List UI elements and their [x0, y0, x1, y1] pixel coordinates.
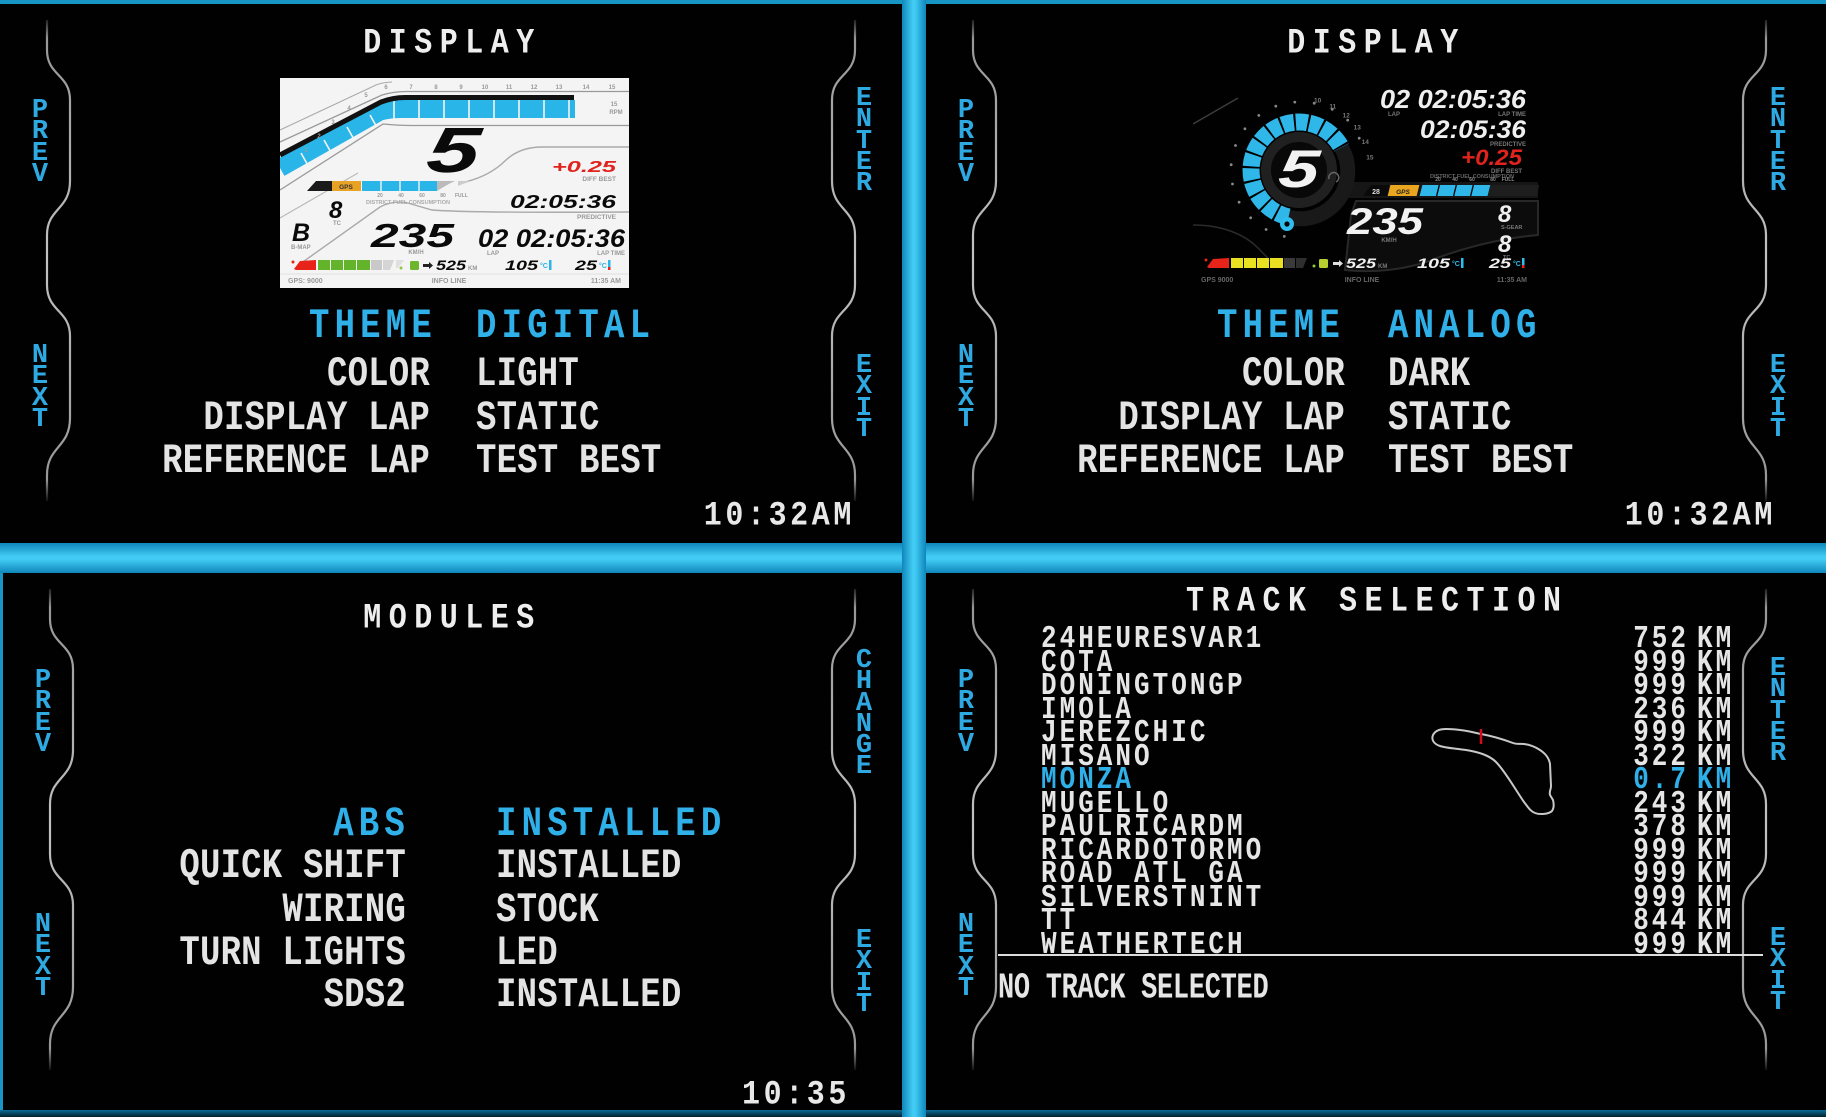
svg-text:2: 2: [317, 134, 321, 140]
svg-text:B-MAP: B-MAP: [291, 245, 311, 251]
svg-text:525: 525: [436, 257, 466, 273]
svg-text:02 02:05:36: 02 02:05:36: [478, 225, 626, 253]
svg-text:40: 40: [1452, 177, 1458, 183]
svg-text:5: 5: [364, 93, 368, 99]
svg-text:525: 525: [1346, 255, 1376, 271]
svg-text:40: 40: [398, 193, 404, 199]
svg-text:°C: °C: [1513, 260, 1521, 268]
svg-text:11: 11: [1329, 103, 1336, 110]
svg-text:KM: KM: [468, 266, 477, 272]
svg-text:INFO LINE: INFO LINE: [1345, 277, 1380, 284]
svg-text:11: 11: [506, 85, 513, 91]
svg-text:RPM: RPM: [609, 110, 622, 116]
svg-text:8: 8: [329, 197, 343, 224]
svg-text:GPS: GPS: [339, 184, 353, 191]
svg-text:10: 10: [482, 85, 489, 91]
svg-text:8: 8: [434, 85, 438, 91]
svg-text:INFO LINE: INFO LINE: [432, 278, 467, 285]
svg-text:PREDICTIVE: PREDICTIVE: [1490, 142, 1526, 148]
svg-text:4: 4: [347, 106, 351, 112]
svg-text:80: 80: [440, 193, 446, 199]
svg-text:6: 6: [384, 85, 388, 91]
svg-text:8: 8: [1498, 231, 1512, 258]
svg-text:DIFF BEST: DIFF BEST: [582, 176, 616, 183]
svg-text:105: 105: [1417, 255, 1450, 271]
svg-text:DISTRICT FUEL CONSUMPTION: DISTRICT FUEL CONSUMPTION: [1430, 174, 1514, 180]
svg-text:11:35 AM: 11:35 AM: [591, 278, 621, 285]
svg-text:S-GEAR: S-GEAR: [1501, 225, 1522, 231]
svg-text:02:05:36: 02:05:36: [1420, 116, 1527, 144]
svg-text:GPS: GPS: [1396, 189, 1410, 196]
svg-text:LAP: LAP: [487, 251, 499, 257]
svg-text:LAP TIME: LAP TIME: [1498, 112, 1526, 118]
svg-text:3: 3: [331, 120, 335, 126]
svg-text:FULL: FULL: [1502, 177, 1515, 183]
svg-text:02 02:05:36: 02 02:05:36: [1380, 85, 1527, 114]
svg-text:13: 13: [556, 85, 563, 91]
svg-text:80: 80: [1490, 177, 1496, 183]
svg-text:TC: TC: [1503, 255, 1510, 261]
svg-text:25: 25: [1488, 255, 1512, 271]
svg-text:28: 28: [1372, 189, 1380, 196]
svg-text:60: 60: [419, 193, 425, 199]
svg-text:LAP TIME: LAP TIME: [597, 251, 625, 257]
svg-text:20: 20: [377, 193, 383, 199]
svg-text:20: 20: [1435, 177, 1441, 183]
svg-text:TC: TC: [333, 221, 342, 227]
svg-text:+0.25: +0.25: [1461, 145, 1523, 170]
svg-text:8: 8: [1498, 201, 1512, 228]
svg-text:GPS 9000: GPS 9000: [1201, 277, 1233, 284]
svg-text:14: 14: [583, 85, 590, 91]
svg-text:°C: °C: [1452, 260, 1460, 268]
svg-text:1: 1: [304, 148, 308, 154]
svg-text:KM: KM: [1378, 264, 1387, 270]
svg-text:°C: °C: [599, 262, 607, 270]
svg-text:DIFF BEST: DIFF BEST: [1491, 169, 1522, 175]
svg-text:LAP: LAP: [1388, 112, 1400, 118]
svg-text:11:35 AM: 11:35 AM: [1497, 277, 1527, 284]
svg-text:9: 9: [459, 85, 463, 91]
svg-text:12: 12: [531, 85, 538, 91]
svg-text:KM/H: KM/H: [1381, 238, 1396, 244]
svg-text:235: 235: [369, 217, 454, 254]
svg-text:°C: °C: [540, 262, 548, 270]
svg-text:235: 235: [1346, 201, 1425, 242]
svg-text:B: B: [292, 219, 310, 247]
svg-text:15: 15: [1366, 155, 1374, 162]
svg-text:+0.25: +0.25: [552, 159, 618, 176]
svg-text:KM/H: KM/H: [408, 250, 423, 256]
svg-text:FULL: FULL: [455, 193, 468, 199]
svg-text:105: 105: [505, 257, 538, 273]
svg-text:10: 10: [1314, 98, 1322, 105]
svg-text:5: 5: [1276, 140, 1324, 199]
svg-text:25: 25: [574, 257, 598, 273]
svg-text:13: 13: [1354, 125, 1362, 132]
svg-text:02:05:36: 02:05:36: [510, 192, 617, 212]
svg-text:5: 5: [423, 114, 487, 186]
svg-text:12: 12: [1343, 113, 1351, 120]
svg-text:PREDICTIVE: PREDICTIVE: [577, 214, 617, 221]
svg-text:GPS: 9000: GPS: 9000: [288, 278, 323, 285]
svg-text:15: 15: [611, 102, 618, 108]
svg-text:60: 60: [1469, 177, 1475, 183]
svg-text:7: 7: [409, 85, 413, 91]
svg-text:15: 15: [609, 85, 616, 91]
svg-text:14: 14: [1362, 139, 1370, 146]
